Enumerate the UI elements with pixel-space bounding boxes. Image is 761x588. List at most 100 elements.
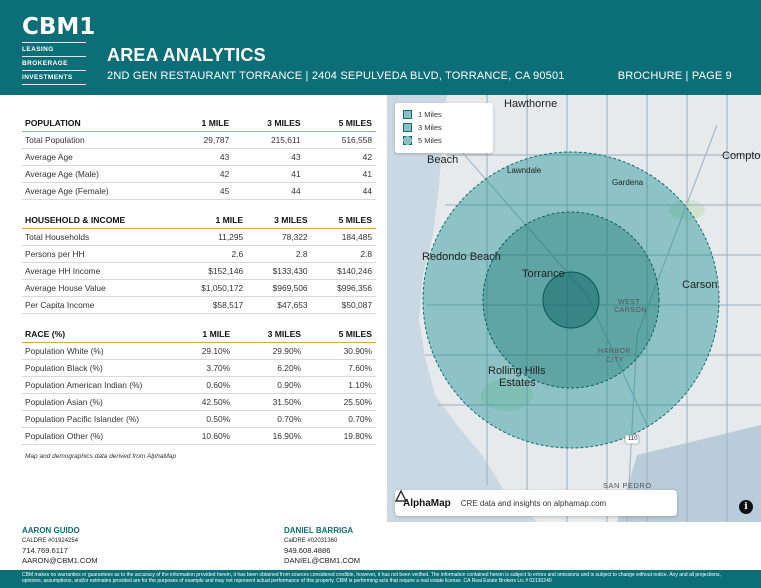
- column-header: 1 MILE: [172, 327, 235, 343]
- legend-item-5-miles: 5 Miles: [403, 134, 485, 147]
- logo-text: CBM1: [22, 14, 96, 40]
- cell: 30.90%: [305, 342, 376, 360]
- row-label: Population Pacific Islander (%): [22, 410, 172, 428]
- column-header: 5 MILES: [305, 327, 376, 343]
- cell: 6.20%: [234, 359, 306, 377]
- map-label-redondo-beach: Redondo Beach: [422, 251, 501, 263]
- logo-line-leasing: LEASING: [22, 46, 54, 53]
- cell: 2.8: [247, 245, 312, 263]
- cell: $47,653: [247, 296, 312, 314]
- cell: 3.70%: [172, 359, 235, 377]
- cell: 43: [233, 148, 305, 166]
- table-header-row: POPULATION 1 MILE 3 MILES 5 MILES: [22, 116, 376, 132]
- map-label-torrance: Torrance: [522, 268, 565, 280]
- cell: $996,356: [311, 279, 376, 297]
- race-table: RACE (%) 1 MILE 3 MILES 5 MILES Populati…: [22, 327, 376, 445]
- page-header: CBM1 LEASING BROKERAGE INVESTMENTS AREA …: [0, 0, 761, 95]
- radius-map[interactable]: 1 Miles 3 Miles 5 Miles Hawthorne Beach …: [387, 95, 761, 522]
- alphamap-tagline: CRE data and insights on alphamap.com: [460, 498, 607, 508]
- contact-email[interactable]: DANIEL@CBM1.COM: [284, 556, 361, 565]
- logo-divider: [22, 70, 86, 71]
- cbm1-logo: CBM1 LEASING BROKERAGE INVESTMENTS: [22, 14, 95, 87]
- info-icon[interactable]: i: [739, 500, 753, 514]
- table-header-row: HOUSEHOLD & INCOME 1 MILE 3 MILES 5 MILE…: [22, 213, 376, 229]
- cell: $50,087: [311, 296, 376, 314]
- logo-divider: [22, 42, 86, 43]
- page-title: AREA ANALYTICS: [107, 45, 266, 65]
- cell: 42: [172, 165, 234, 183]
- contact-phone[interactable]: 714.769.6117: [22, 546, 68, 555]
- cell: 78,322: [247, 228, 312, 246]
- cell: 41: [304, 165, 376, 183]
- legend-swatch: [403, 136, 412, 145]
- table-row: Population Other (%) 10.60% 16.90% 19.80%: [22, 427, 376, 445]
- cell: 29.90%: [234, 342, 306, 360]
- column-header: 3 MILES: [233, 116, 305, 132]
- cell: 2.8: [311, 245, 376, 263]
- row-label: Average Age (Female): [22, 182, 172, 200]
- highway-shield-icon: [624, 434, 640, 445]
- row-label: Population Black (%): [22, 359, 172, 377]
- cell: 42: [304, 148, 376, 166]
- map-label-san-pedro: SAN PEDRO: [603, 481, 652, 490]
- column-header: POPULATION: [22, 116, 172, 132]
- table-row: Average Age 43 43 42: [22, 148, 376, 166]
- cell: 31.50%: [234, 393, 306, 411]
- cell: 184,485: [311, 228, 376, 246]
- table-row: Average House Value $1,050,172 $969,506 $99…: [22, 279, 376, 297]
- three-mile-radius[interactable]: [482, 211, 660, 389]
- row-label: Total Households: [22, 228, 172, 246]
- row-label: Persons per HH: [22, 245, 172, 263]
- page-number: BROCHURE | PAGE 9: [617, 70, 732, 82]
- alphamap-attribution[interactable]: AlphaMap CRE data and insights on alpham…: [395, 490, 677, 516]
- contact-email[interactable]: AARON@CBM1.COM: [22, 556, 98, 565]
- table-row: Total Population 29,787 215,611 516,558: [22, 131, 376, 149]
- cell: 516,558: [304, 131, 376, 149]
- column-header: 1 MILE: [172, 116, 234, 132]
- cell: 10.60%: [172, 427, 235, 445]
- property-subtitle: 2ND GEN RESTAURANT TORRANCE | 2404 SEPUL…: [107, 70, 565, 82]
- contact-name: AARON GUIDO: [22, 526, 80, 535]
- cell: 41: [233, 165, 305, 183]
- five-mile-radius[interactable]: [422, 151, 720, 449]
- contact-phone[interactable]: 949.608.4886: [284, 546, 331, 555]
- row-label: Population Other (%): [22, 427, 172, 445]
- map-label-compton: Compto: [722, 150, 761, 162]
- alphamap-brand: AlphaMap: [403, 497, 451, 509]
- table-row: Population White (%) 29.10% 29.90% 30.90%: [22, 342, 376, 360]
- row-label: Population White (%): [22, 342, 172, 360]
- cell: 45: [172, 182, 234, 200]
- contact-license: CALDRE #01924254: [22, 538, 79, 544]
- highway-number: 110: [628, 436, 638, 442]
- cell: 1.10%: [305, 376, 376, 394]
- table-row: Population American Indian (%) 0.60% 0.90%…: [22, 376, 376, 394]
- map-canvas: [419, 95, 761, 522]
- cell: $969,506: [247, 279, 312, 297]
- table-row: Population Asian (%) 42.50% 31.50% 25.50%: [22, 393, 376, 411]
- table-row: Total Households 11,295 78,322 184,485: [22, 228, 376, 246]
- table-row: Per Capita Income $58,517 $47,653 $50,087: [22, 296, 376, 314]
- map-label-carson: Carson: [682, 279, 718, 291]
- one-mile-radius[interactable]: [542, 271, 600, 329]
- cell: 44: [233, 182, 305, 200]
- map-label-rolling-hills: Rolling Hills: [488, 365, 546, 377]
- contact-license: CalDRE #02031360: [284, 538, 338, 544]
- map-label-estates: Estates: [499, 377, 536, 389]
- table-row: Population Black (%) 3.70% 6.20% 7.60%: [22, 359, 376, 377]
- column-header: 5 MILES: [304, 116, 376, 132]
- column-header: RACE (%): [22, 327, 172, 343]
- contact-card-aaron: AARON GUIDO CALDRE #01924254 714.769.611…: [22, 526, 98, 566]
- cell: 0.90%: [234, 376, 306, 394]
- logo-divider: [22, 84, 86, 85]
- map-legend: 1 Miles 3 Miles 5 Miles: [395, 103, 493, 153]
- logo-divider: [22, 56, 86, 57]
- cell: $58,517: [172, 296, 248, 314]
- land-area: [419, 95, 761, 522]
- cell: 215,611: [233, 131, 305, 149]
- column-header: 3 MILES: [234, 327, 306, 343]
- row-label: Total Population: [22, 131, 172, 149]
- map-label-gardena: Gardena: [612, 178, 644, 187]
- logo-line-investments: INVESTMENTS: [22, 74, 73, 81]
- alphamap-logo-icon: [395, 490, 407, 502]
- column-header: 3 MILES: [247, 213, 312, 229]
